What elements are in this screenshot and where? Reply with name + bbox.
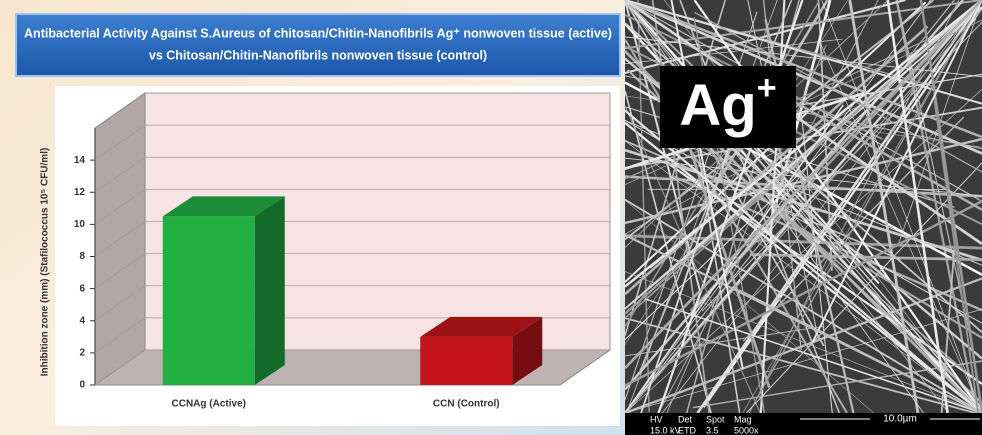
fiber	[624, 0, 882, 307]
bar-side	[254, 196, 285, 385]
fiber	[692, 360, 982, 409]
sem-label-sup: +	[757, 69, 777, 107]
fiber	[919, 0, 982, 414]
fiber	[624, 121, 982, 414]
fiber	[644, 298, 982, 414]
fiber	[624, 89, 982, 414]
fiber	[624, 8, 982, 414]
fiber	[624, 0, 982, 369]
fiber	[624, 109, 982, 414]
fiber	[624, 104, 844, 414]
bar-top	[162, 196, 285, 217]
fiber	[702, 6, 982, 408]
fiber	[639, 0, 793, 372]
info-value: ETD	[678, 425, 697, 435]
fiber	[624, 36, 982, 78]
fiber	[650, 0, 982, 269]
fiber	[742, 0, 982, 414]
fiber	[640, 113, 741, 414]
title-banner	[15, 13, 621, 77]
fiber	[624, 38, 843, 65]
sem-label-box	[660, 66, 796, 148]
info-header: Spot	[706, 414, 725, 424]
fiber	[848, 0, 920, 414]
y-tick-label: 8	[79, 251, 85, 262]
info-value: 3.5	[706, 425, 719, 435]
fiber	[746, 162, 982, 414]
fiber	[624, 233, 982, 415]
grid-line	[94, 221, 610, 257]
fiber	[624, 271, 982, 414]
fiber	[670, 0, 744, 369]
grid-line	[94, 156, 610, 193]
grid-line	[94, 124, 610, 161]
grid-line	[94, 188, 610, 225]
y-tick-label: 12	[74, 187, 86, 198]
bar	[420, 336, 513, 385]
fiber	[624, 0, 982, 310]
scale-bar-label: 10.0µm	[883, 414, 917, 425]
fiber	[696, 0, 982, 414]
fiber	[811, 0, 982, 343]
fiber	[933, 101, 980, 414]
fiber	[747, 0, 817, 328]
fiber	[886, 0, 949, 414]
fiber	[672, 100, 771, 388]
grid-line	[94, 253, 610, 289]
y-tick-label: 0	[79, 380, 85, 391]
info-header: Det	[678, 414, 693, 424]
fiber	[624, 0, 906, 74]
grid-line	[94, 285, 610, 322]
sem-label-main: Ag	[679, 73, 756, 138]
fiber	[624, 140, 982, 414]
x-tick-label: CCNAg (Active)	[172, 399, 246, 410]
y-tick-label: 2	[79, 348, 85, 359]
fiber	[821, 0, 982, 414]
fiber	[624, 0, 982, 155]
bar-top	[420, 316, 543, 337]
fiber	[757, 0, 982, 397]
chart-subtitle: vs Chitosan/Chitin-Nanofibrils nonwoven …	[149, 48, 487, 62]
fiber	[624, 0, 982, 139]
fiber	[658, 0, 879, 414]
y-tick-label: 10	[74, 219, 86, 230]
fiber	[749, 253, 982, 262]
info-header: Mag	[734, 414, 752, 424]
fiber	[624, 199, 875, 414]
x-tick-label: CCN (Control)	[433, 399, 500, 410]
bar-side	[512, 316, 543, 385]
fiber	[689, 97, 741, 414]
chart-title: Antibacterial Activity Against S.Aureus …	[24, 26, 612, 40]
sem-label: Ag+	[679, 69, 776, 138]
fiber	[694, 11, 982, 173]
y-tick-label: 4	[79, 315, 85, 326]
info-header: HV	[650, 414, 663, 424]
y-tick-label: 14	[74, 155, 86, 166]
fiber	[748, 0, 960, 414]
info-value: 15.0 kV	[650, 425, 681, 435]
bar	[162, 216, 255, 385]
chart: 0 2 4 6 8 10 12 14 CCNAg (Active) CCN (Control)	[74, 92, 612, 410]
fiber	[624, 119, 982, 324]
scale-bar-bg	[870, 413, 930, 425]
fiber	[762, 0, 802, 350]
fiber	[818, 39, 982, 414]
fiber	[624, 0, 982, 245]
y-axis-label: Inhibition zone (mm) (Stafilococcus 10⁵ …	[40, 148, 51, 377]
info-value: 5000x	[734, 425, 759, 435]
y-tick-label: 6	[79, 283, 85, 294]
